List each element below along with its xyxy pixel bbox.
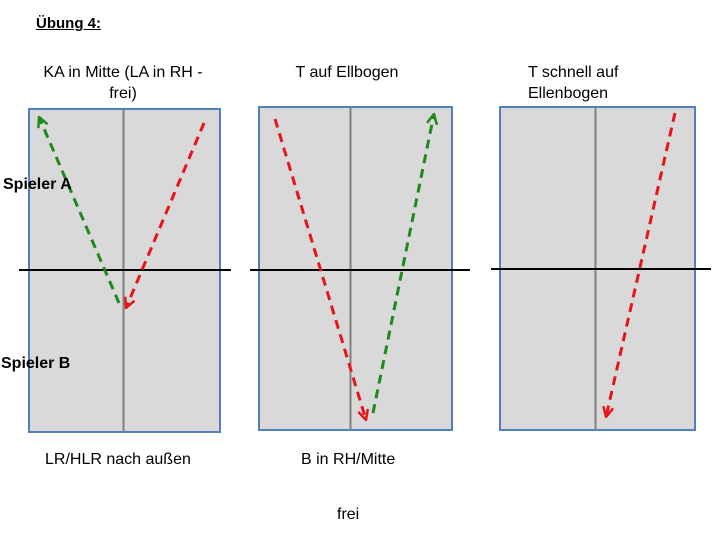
drill-1-caption: KA in Mitte (LA in RH - frei) — [12, 62, 234, 104]
player-b-label: Spieler B — [1, 355, 71, 372]
drill-2-caption: T auf Ellbogen — [262, 62, 432, 83]
drill-3-caption-line-1: T schnell auf — [528, 64, 619, 81]
drill-2-caption-line-1: T auf Ellbogen — [295, 64, 399, 81]
drill-1-caption-line-2: frei) — [109, 85, 137, 102]
drill-3-caption: T schnell auf Ellenbogen — [528, 62, 688, 104]
drill-3-caption-line-2: Ellenbogen — [528, 85, 609, 102]
table-2-red-arrow — [273, 118, 366, 420]
table-3-red-arrow — [606, 112, 677, 417]
table-2-surface — [258, 106, 453, 431]
table-1-green-arrow — [39, 117, 121, 304]
player-a-label: Spieler A — [3, 176, 72, 193]
table-1 — [19, 108, 231, 433]
drill-2-footer: B in RH/Mitte — [301, 451, 396, 468]
drill-1-caption-line-1: KA in Mitte (LA in RH - — [43, 64, 203, 81]
exercise-title: Übung 4: — [36, 15, 101, 32]
table-2 — [250, 106, 470, 431]
table-3 — [491, 106, 711, 431]
bottom-note: frei — [337, 506, 360, 523]
drill-1-footer: LR/HLR nach außen — [45, 451, 191, 468]
table-1-red-arrow — [126, 122, 206, 308]
table-2-green-arrow — [371, 114, 434, 414]
